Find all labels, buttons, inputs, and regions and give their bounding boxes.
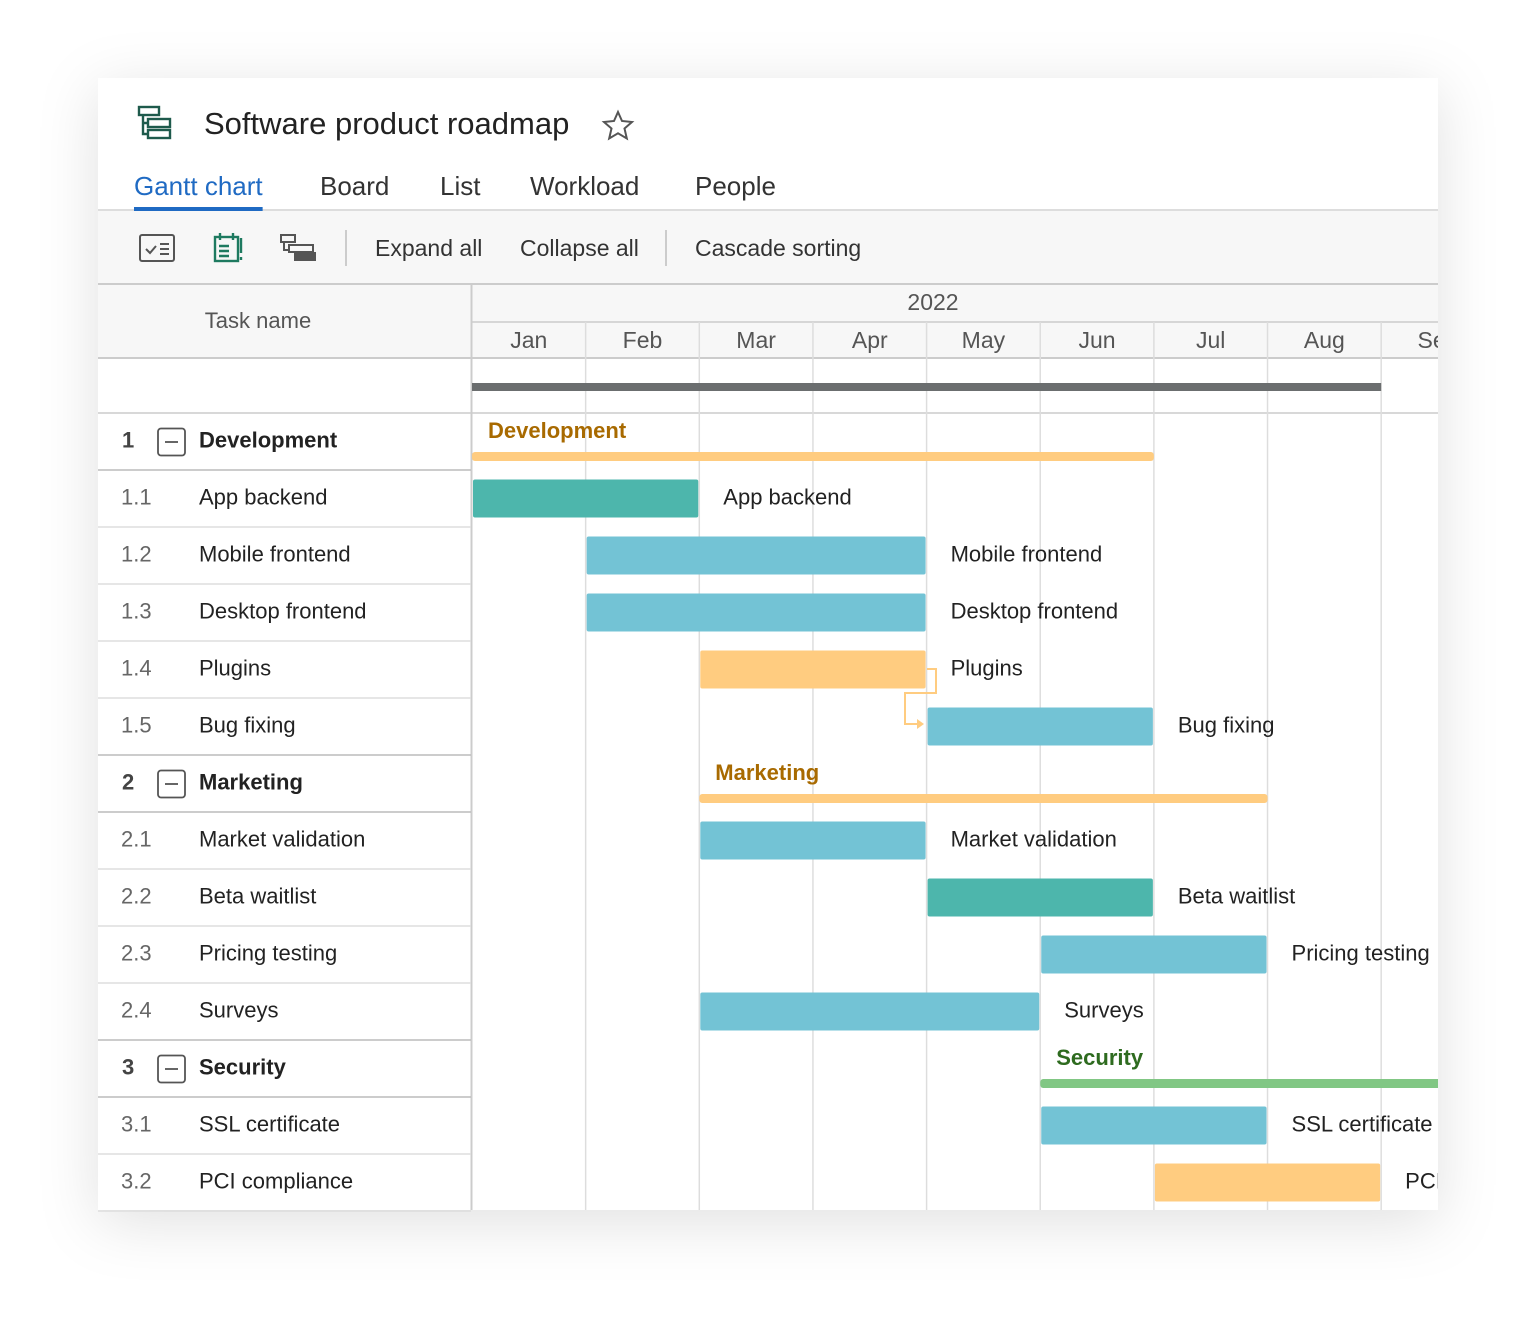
star-button[interactable] <box>601 109 635 141</box>
task-bar[interactable] <box>473 479 699 518</box>
task-bar-label: Surveys <box>1064 997 1143 1022</box>
task-name: Beta waitlist <box>199 883 316 908</box>
group-bar-label: Security <box>1056 1045 1144 1070</box>
task-bar[interactable] <box>927 707 1153 746</box>
task-id: 2.1 <box>121 826 152 851</box>
task-name: Surveys <box>199 997 278 1022</box>
task-bar[interactable] <box>700 992 1040 1031</box>
task-name: Mobile frontend <box>199 541 351 566</box>
toolbar-button[interactable]: Expand all <box>375 235 482 261</box>
task-id: 1.5 <box>121 712 152 737</box>
group-bar <box>699 794 1268 803</box>
task-id: 2.3 <box>121 940 152 965</box>
tab[interactable]: People <box>695 171 776 201</box>
task-id: 3.2 <box>121 1168 152 1193</box>
task-name: Desktop frontend <box>199 598 367 623</box>
tab[interactable]: Workload <box>530 171 639 201</box>
month-label: May <box>962 327 1006 353</box>
tab[interactable]: List <box>440 171 481 201</box>
task-bar-label: Market validation <box>951 826 1117 851</box>
active-tab-indicator <box>134 207 263 211</box>
project-icon <box>137 105 172 140</box>
task-bar[interactable] <box>1154 1163 1381 1202</box>
task-id: 1.2 <box>121 541 152 566</box>
task-bar-label: PCI compliance <box>1405 1168 1536 1193</box>
task-bar[interactable] <box>700 821 926 860</box>
task-bar-label: Pricing testing <box>1292 940 1430 965</box>
group-name: Security <box>199 1054 287 1079</box>
task-id: 1.1 <box>121 484 152 509</box>
task-id: 1.4 <box>121 655 152 680</box>
group-name: Marketing <box>199 769 303 794</box>
task-bar-label: Desktop frontend <box>951 598 1119 623</box>
month-label: Aug <box>1304 327 1345 353</box>
task-grid: 1 Development 1.1 App backend 1.2 Mobile fron… <box>98 427 471 1212</box>
task-bar-label: Mobile frontend <box>951 541 1103 566</box>
task-bar[interactable] <box>927 878 1153 917</box>
dependency-arrow <box>917 719 924 729</box>
timeline: Jan Feb Mar Apr May Jun Jul Aug Sep Development Ap… <box>472 322 1536 1210</box>
group-bar-label: Marketing <box>715 760 819 785</box>
toolbar-button[interactable]: Cascade sorting <box>695 235 861 261</box>
task-bar[interactable] <box>700 650 926 689</box>
toolbar-icon[interactable] <box>213 233 243 263</box>
tab[interactable]: Gantt chart <box>134 171 263 201</box>
task-id: 3.1 <box>121 1111 152 1136</box>
year-label: 2022 <box>907 289 958 315</box>
month-label: Apr <box>852 327 888 353</box>
task-name: Plugins <box>199 655 271 680</box>
task-bar[interactable] <box>1041 935 1267 974</box>
project-bar <box>472 383 1382 391</box>
toolbar-button[interactable]: Collapse all <box>520 235 639 261</box>
month-label: Jan <box>510 327 547 353</box>
task-name: Pricing testing <box>199 940 337 965</box>
task-name: PCI compliance <box>199 1168 353 1193</box>
dependency-link <box>904 668 937 725</box>
group-bar <box>1040 1079 1438 1088</box>
task-id: 2 <box>122 769 134 794</box>
month-label: Mar <box>736 327 776 353</box>
task-name: SSL certificate <box>199 1111 340 1136</box>
month-label: Feb <box>623 327 663 353</box>
task-id: 1.3 <box>121 598 152 623</box>
task-id: 3 <box>122 1054 134 1079</box>
month-label: Jun <box>1079 327 1116 353</box>
task-bar[interactable] <box>586 593 926 632</box>
task-name: App backend <box>199 484 327 509</box>
task-bar-label: SSL certificate <box>1292 1111 1433 1136</box>
month-label: Sep <box>1418 327 1459 353</box>
task-bar-label: Beta waitlist <box>1178 883 1295 908</box>
task-bar-label: Bug fixing <box>1178 712 1275 737</box>
toolbar-icon[interactable] <box>280 234 316 261</box>
task-bar-label: Plugins <box>951 655 1023 680</box>
group-bar <box>472 452 1154 461</box>
group-name: Development <box>199 427 338 452</box>
group-bar-label: Development <box>488 418 627 443</box>
toolbar-icon[interactable] <box>139 234 175 262</box>
task-bar-label: App backend <box>723 484 851 509</box>
column-header: Task name <box>205 308 311 333</box>
page-title: Software product roadmap <box>204 106 569 141</box>
task-id: 1 <box>122 427 134 452</box>
task-id: 2.4 <box>121 997 152 1022</box>
month-label: Jul <box>1196 327 1225 353</box>
toolbar <box>98 211 1438 284</box>
task-name: Market validation <box>199 826 365 851</box>
task-bar[interactable] <box>1041 1106 1267 1145</box>
task-id: 2.2 <box>121 883 152 908</box>
tab[interactable]: Board <box>320 171 389 201</box>
task-bar[interactable] <box>586 536 926 575</box>
task-name: Bug fixing <box>199 712 296 737</box>
